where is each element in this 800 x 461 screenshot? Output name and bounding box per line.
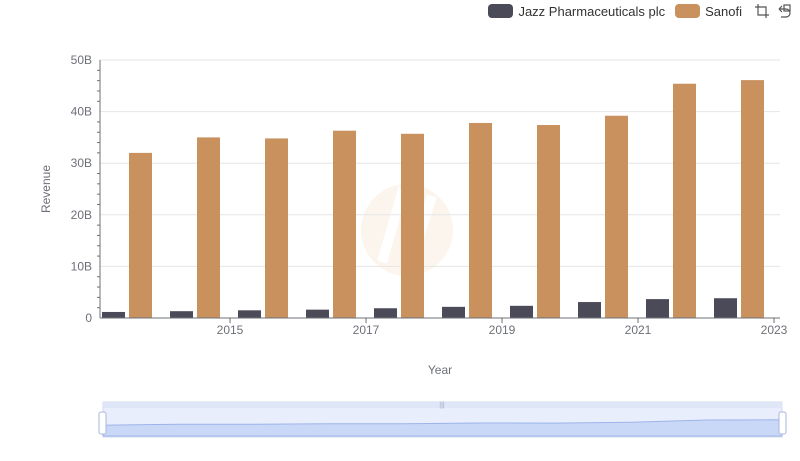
y-axis-title: Revenue — [39, 165, 53, 213]
legend-label-jazz: Jazz Pharmaceuticals plc — [518, 3, 666, 19]
x-tick-label: 2021 — [625, 323, 652, 337]
bar-jazz-2019[interactable] — [442, 306, 465, 318]
bar-jazz-2020[interactable] — [510, 305, 533, 318]
bar-jazz-2017[interactable] — [306, 309, 329, 318]
bar-sanofi-2020[interactable] — [537, 125, 560, 319]
legend-swatch-jazz — [488, 4, 514, 18]
chart-toolbox — [754, 3, 792, 19]
x-tick-label: 2023 — [761, 323, 788, 337]
bar-jazz-2018[interactable] — [374, 308, 397, 318]
bar-jazz-2022[interactable] — [646, 299, 669, 318]
y-tick-label: 20B — [71, 208, 92, 222]
bar-sanofi-2017[interactable] — [333, 130, 356, 318]
zoom-grip-icon[interactable]: ||| — [439, 402, 445, 409]
zoom-icon[interactable] — [754, 3, 770, 19]
bar-sanofi-2016[interactable] — [265, 138, 288, 318]
bar-sanofi-2019[interactable] — [469, 122, 492, 319]
bar-sanofi-2022[interactable] — [673, 83, 696, 319]
chart-legend: Jazz Pharmaceuticals plc Sanofi — [488, 3, 792, 19]
bar-sanofi-2021[interactable] — [605, 115, 628, 318]
restore-icon[interactable] — [776, 3, 792, 19]
y-tick-label: 10B — [71, 259, 92, 273]
bar-sanofi-2018[interactable] — [401, 133, 424, 318]
y-tick-label: 0 — [85, 311, 92, 325]
bar-sanofi-2014[interactable] — [129, 152, 152, 318]
x-axis-title: Year — [428, 363, 452, 377]
bar-jazz-2023[interactable] — [714, 298, 737, 318]
legend-label-sanofi: Sanofi — [705, 3, 742, 19]
legend-item-sanofi[interactable]: Sanofi — [675, 4, 742, 19]
y-tick-label: 30B — [71, 156, 92, 170]
bar-sanofi-2023[interactable] — [741, 80, 764, 319]
legend-swatch-sanofi — [675, 4, 701, 18]
zoom-handle-left[interactable] — [98, 411, 107, 435]
legend-item-jazz[interactable]: Jazz Pharmaceuticals plc — [488, 4, 665, 19]
bar-sanofi-2015[interactable] — [197, 137, 220, 318]
zoom-handle-right[interactable] — [778, 411, 787, 435]
x-tick-label: 2015 — [217, 323, 244, 337]
bar-jazz-2016[interactable] — [238, 310, 261, 318]
x-tick-label: 2019 — [489, 323, 516, 337]
data-zoom-slider[interactable]: ||| — [98, 401, 787, 438]
bar-jazz-2021[interactable] — [578, 302, 601, 318]
bar-jazz-2014[interactable] — [102, 311, 125, 318]
y-tick-label: 40B — [71, 105, 92, 119]
y-tick-label: 50B — [71, 53, 92, 67]
bar-jazz-2015[interactable] — [170, 311, 193, 318]
x-tick-label: 2017 — [353, 323, 380, 337]
